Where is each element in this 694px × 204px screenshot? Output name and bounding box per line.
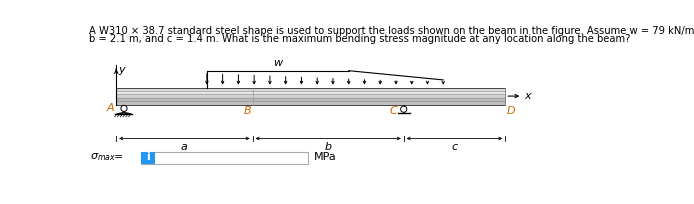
Text: A: A <box>106 103 114 113</box>
Text: y: y <box>119 64 125 74</box>
Bar <box>116 91 505 94</box>
Bar <box>116 99 505 101</box>
Bar <box>116 101 505 105</box>
Circle shape <box>121 105 127 112</box>
Bar <box>116 94 505 97</box>
Text: B: B <box>244 106 251 116</box>
Polygon shape <box>117 112 131 114</box>
Bar <box>141 152 307 164</box>
Text: w: w <box>273 58 282 68</box>
Text: b = 2.1 m, and c = 1.4 m. What is the maximum bending stress magnitude at any lo: b = 2.1 m, and c = 1.4 m. What is the ma… <box>89 34 630 44</box>
Bar <box>141 152 155 164</box>
Bar <box>116 88 505 105</box>
Text: b: b <box>325 142 332 152</box>
Text: =: = <box>114 152 124 162</box>
Bar <box>116 97 505 99</box>
Bar <box>116 89 505 91</box>
Text: i: i <box>146 152 150 162</box>
Circle shape <box>400 106 407 112</box>
Text: $\sigma_{max}$: $\sigma_{max}$ <box>90 151 116 163</box>
Text: MPa: MPa <box>314 152 337 162</box>
Text: x: x <box>524 91 530 101</box>
Text: c: c <box>451 142 457 152</box>
Text: D: D <box>507 106 516 116</box>
Bar <box>116 88 505 89</box>
Text: a: a <box>181 142 188 152</box>
Text: C: C <box>390 106 398 116</box>
Text: A W310 × 38.7 standard steel shape is used to support the loads shown on the bea: A W310 × 38.7 standard steel shape is us… <box>89 26 694 36</box>
